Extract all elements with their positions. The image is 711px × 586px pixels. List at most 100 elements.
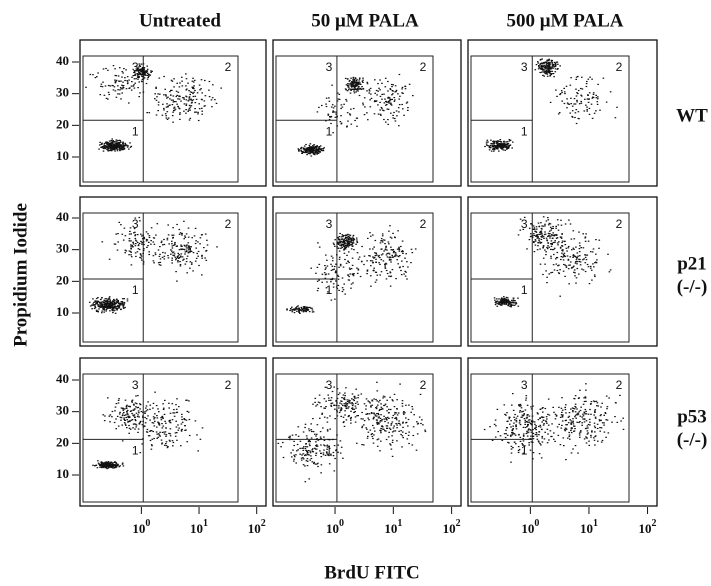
dot — [131, 399, 134, 401]
dot — [541, 416, 544, 419]
dot — [318, 394, 321, 396]
dot — [310, 455, 312, 457]
dot — [318, 150, 320, 152]
dot — [155, 114, 158, 116]
dot — [308, 151, 310, 153]
dot — [158, 264, 161, 266]
dot — [154, 413, 156, 415]
dot — [353, 92, 356, 94]
dot — [144, 416, 146, 419]
dot — [493, 148, 496, 150]
dot — [189, 93, 191, 96]
dot — [146, 428, 149, 431]
dot — [130, 244, 132, 246]
dot — [153, 237, 156, 239]
dot — [588, 92, 591, 94]
dot — [181, 97, 184, 99]
dot — [368, 255, 370, 257]
dot — [547, 71, 549, 73]
dot — [369, 248, 371, 250]
dot — [134, 428, 136, 430]
dot — [134, 235, 136, 237]
dot — [584, 397, 587, 399]
dot — [126, 409, 129, 411]
dot — [562, 414, 564, 416]
dot — [171, 89, 173, 91]
dot — [402, 431, 404, 433]
dot — [149, 74, 152, 76]
dot — [135, 403, 138, 405]
dot — [343, 421, 345, 423]
dot — [130, 89, 133, 91]
panel-frame — [272, 196, 462, 347]
dot — [594, 409, 597, 411]
dot — [588, 418, 591, 420]
dot — [191, 101, 193, 104]
dot — [410, 248, 413, 250]
dot — [339, 440, 342, 442]
dot — [550, 235, 552, 237]
dot — [302, 453, 305, 455]
dot — [113, 143, 116, 145]
dot — [306, 308, 309, 311]
dot — [111, 416, 113, 418]
dot — [105, 142, 108, 144]
dot — [166, 447, 169, 449]
dot — [95, 297, 98, 300]
dot — [322, 454, 325, 456]
dot — [614, 416, 616, 418]
dot — [345, 89, 347, 91]
dot — [343, 403, 346, 405]
dot — [566, 424, 568, 426]
dot — [579, 245, 581, 247]
dot — [135, 65, 138, 67]
dot — [568, 219, 570, 221]
dot — [129, 142, 131, 144]
dot — [344, 258, 346, 261]
dot — [366, 269, 369, 271]
dot — [539, 242, 542, 244]
dot — [585, 104, 587, 106]
dot — [302, 148, 305, 150]
dot — [108, 297, 110, 299]
dot — [404, 270, 406, 272]
dot — [547, 235, 549, 237]
dot — [540, 62, 543, 64]
dot — [358, 94, 361, 97]
dot — [596, 101, 599, 103]
dot — [506, 147, 508, 149]
dot — [537, 413, 539, 415]
dot — [127, 421, 129, 423]
dot — [107, 298, 110, 300]
dot — [572, 418, 574, 420]
dot — [381, 93, 383, 95]
dot — [330, 281, 332, 283]
dot — [356, 82, 359, 84]
dot — [392, 117, 394, 119]
dot — [315, 147, 317, 149]
dot — [572, 411, 574, 413]
dot — [122, 142, 124, 145]
dot — [174, 108, 177, 110]
dot — [579, 415, 582, 417]
dot — [597, 83, 599, 85]
dot — [315, 435, 317, 437]
dot — [129, 227, 132, 229]
dot — [592, 93, 595, 95]
dot — [204, 257, 206, 259]
dot — [384, 264, 386, 266]
dot — [583, 258, 585, 260]
dot — [333, 445, 336, 447]
dot — [195, 98, 198, 100]
dot — [141, 443, 143, 445]
dot — [394, 430, 397, 432]
dot — [118, 145, 120, 147]
dot — [594, 417, 597, 419]
dot — [158, 411, 160, 413]
dot — [370, 265, 372, 267]
dot — [399, 383, 401, 385]
dot — [194, 111, 196, 113]
dot — [350, 419, 352, 421]
dot — [369, 232, 371, 234]
dot — [398, 247, 400, 250]
